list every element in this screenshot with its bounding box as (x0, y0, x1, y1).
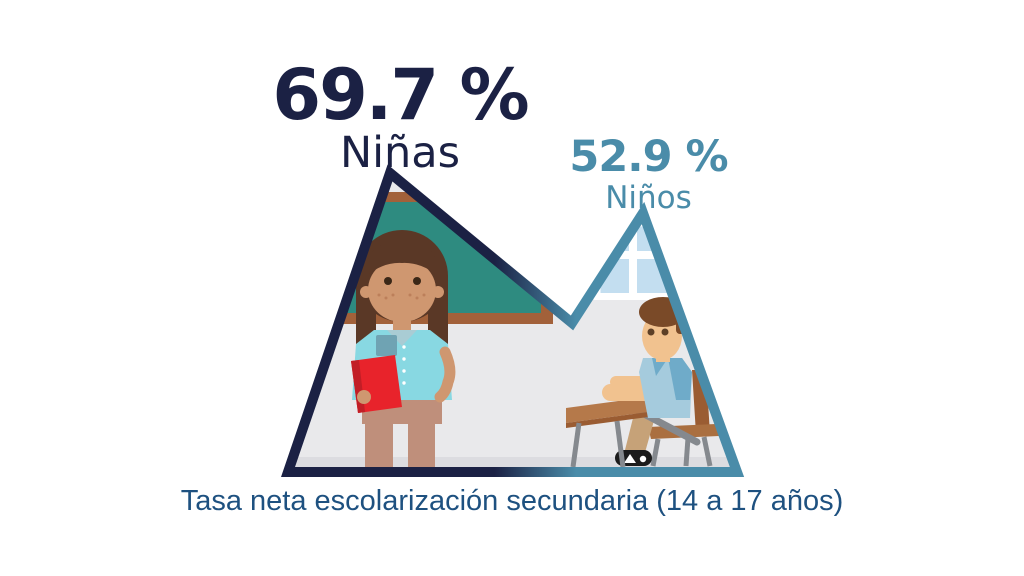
girl-arm-right (434, 346, 456, 403)
boy-leg (624, 410, 657, 456)
girl-face (368, 258, 436, 322)
stool-legs (650, 436, 713, 467)
boy-shirt-sleeve (668, 358, 692, 400)
girl-bangs (365, 240, 439, 276)
girl-leg-right (408, 420, 435, 472)
boy-shirt-collar-shade (652, 358, 668, 376)
girl-figure (351, 230, 456, 472)
boys-percentage: 52.9 % (569, 132, 728, 182)
girl-leg-left (365, 420, 393, 472)
mountain-outline (281, 164, 745, 477)
desk-legs (570, 420, 626, 468)
window-mullion-horizontal (598, 251, 704, 259)
desk-edge (566, 411, 656, 428)
girl-shirt-pocket (376, 335, 397, 356)
girl-collar (387, 330, 417, 346)
girls-percentage: 69.7 % (272, 54, 529, 136)
girls-label: Niñas (339, 128, 461, 178)
window-sill (593, 293, 709, 300)
window-mullion-vertical (629, 224, 637, 296)
chart-caption: Tasa neta escolarización secundaria (14 … (180, 485, 844, 517)
girl-hand-left (357, 390, 371, 404)
girl-eyes (384, 277, 421, 285)
stat-girls: 69.7 % Niñas (230, 60, 570, 176)
stat-boys: 52.9 % Niños (546, 136, 751, 215)
boys-label: Niños (605, 180, 692, 216)
desk-top (566, 396, 656, 423)
boy-figure (566, 297, 719, 468)
girl-shirt-buttons (402, 345, 406, 385)
girl-freckles (377, 293, 426, 300)
boy-eyes (647, 328, 669, 336)
